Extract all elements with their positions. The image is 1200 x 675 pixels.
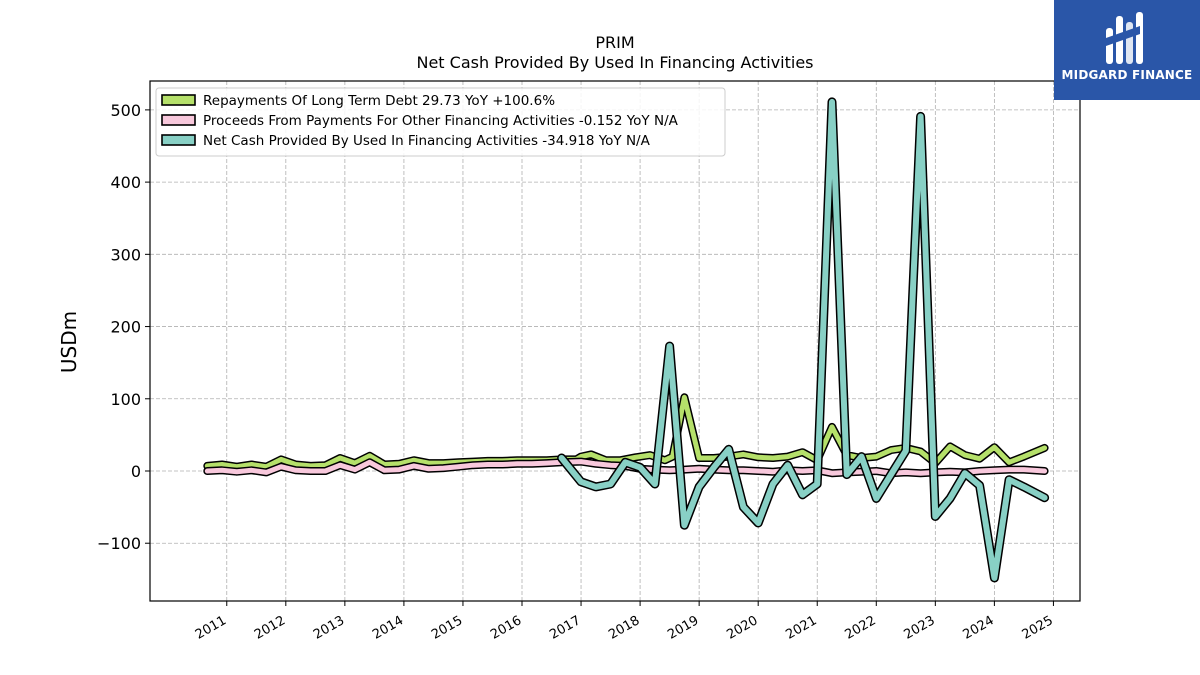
y-tick-label: 400 [110,173,141,192]
x-tick-label: 2015 [429,613,465,643]
x-tick-label: 2023 [902,613,938,643]
legend-swatch-3 [161,134,196,146]
y-tick-label: 500 [110,101,141,120]
legend-box [155,87,726,157]
legend-swatch-1 [161,94,196,106]
chart-subtitle: Net Cash Provided By Used In Financing A… [416,53,813,72]
y-axis-label: USDm [57,311,81,373]
chart-title: PRIM [595,33,634,52]
midgard-logo-icon [1106,12,1143,64]
x-tick-label: 2019 [665,613,701,643]
legend-label-1: Repayments Of Long Term Debt 29.73 YoY +… [203,93,555,109]
x-tick-label: 2022 [842,613,878,643]
series-outline-3 [557,97,1050,583]
y-tick-label: 200 [110,318,141,337]
x-tick-label: 2013 [311,613,347,643]
brand-logo: MIDGARD FINANCE [1054,0,1200,100]
legend-label-2: Proceeds From Payments For Other Financi… [203,113,679,129]
x-tick-label: 2014 [370,613,406,643]
legend-label-3: Net Cash Provided By Used In Financing A… [203,133,651,149]
x-tick-label: 2012 [252,613,288,643]
x-tick-label: 2021 [783,613,819,643]
legend-swatch-2 [161,114,196,126]
x-tick-label: 2017 [547,613,583,643]
x-tick-label: 2020 [724,613,760,643]
series-lines [203,97,1050,583]
y-tick-label: 100 [110,390,141,409]
x-axis: 2011 2012 2013 2014 2015 2016 2017 2018 2019 2020… [193,601,1056,643]
y-tick-label: −100 [97,534,141,553]
y-tick-label: 0 [131,462,141,481]
logo-text: MIDGARD FINANCE [1061,68,1193,82]
plot-frame [149,80,1081,602]
y-axis: −100 0 100 200 300 400 500 [97,101,150,553]
x-tick-label: 2024 [961,613,997,643]
series-line-3 [558,98,1048,581]
x-tick-label: 2018 [606,613,642,643]
x-tick-label: 2016 [488,613,524,643]
grid [150,81,1080,601]
series-outline-1 [203,393,1049,471]
series-line-1 [204,394,1048,470]
y-tick-label: 300 [110,245,141,264]
x-tick-label: 2011 [193,613,229,643]
legend: Repayments Of Long Term Debt 29.73 YoY +… [155,87,726,157]
x-tick-label: 2025 [1020,613,1056,643]
